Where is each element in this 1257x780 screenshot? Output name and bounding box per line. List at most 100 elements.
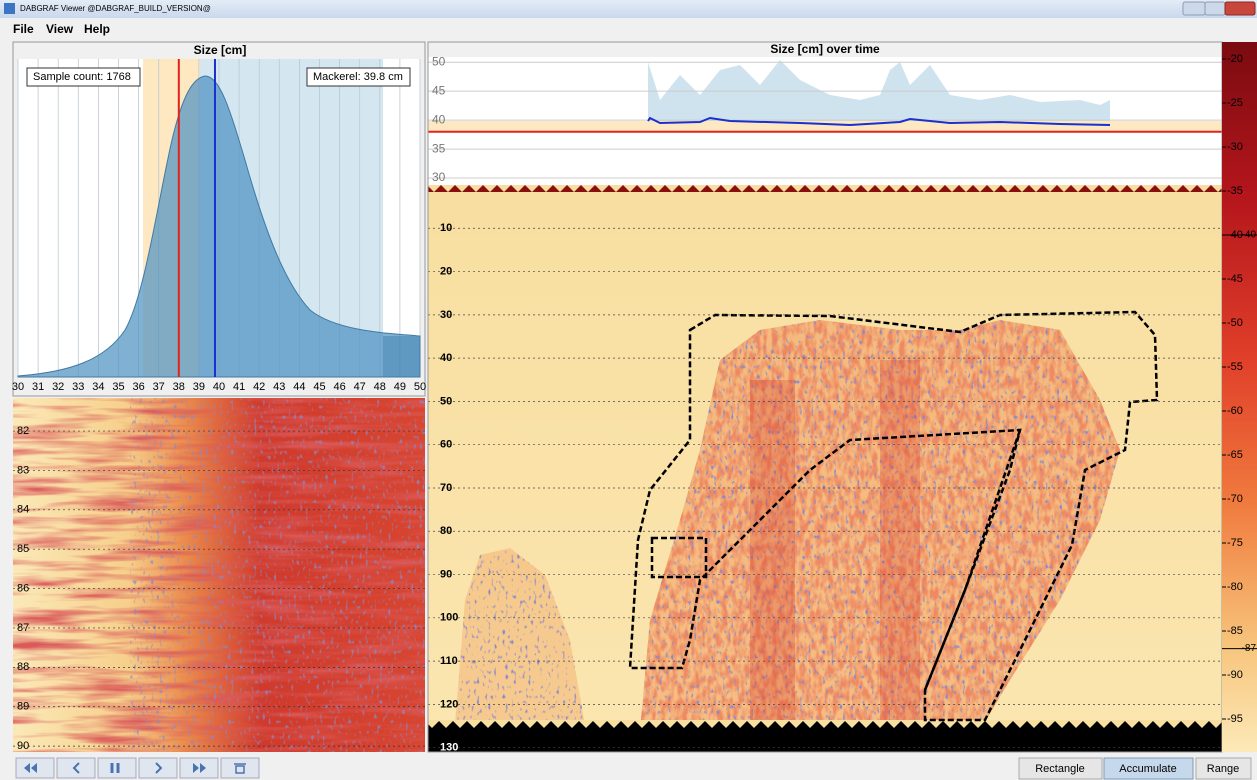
button-label: Rectangle: [1035, 763, 1085, 775]
label-box: [26, 67, 141, 87]
button[interactable]: [1195, 757, 1252, 780]
y-tick-label: 30: [440, 309, 452, 321]
x-tick-label: 31: [32, 381, 44, 393]
x-tick-label: 38: [173, 381, 185, 393]
y-tick-label: 30: [432, 170, 446, 184]
menu-item[interactable]: Help: [84, 22, 110, 36]
icon: [193, 763, 206, 773]
y-tick-label: 35: [432, 141, 446, 155]
x-tick-label: 41: [233, 381, 245, 393]
colorbar-label: -20: [1227, 53, 1243, 65]
y-tick-label: 110: [440, 655, 458, 667]
color-bar: [1222, 42, 1257, 752]
selection-region[interactable]: [923, 429, 1022, 691]
selection-region[interactable]: [628, 310, 1159, 722]
fish-school: [455, 548, 585, 725]
threshold-label: -40: [1242, 230, 1257, 241]
menu-item[interactable]: View: [46, 22, 74, 36]
colorbar-label: -45: [1227, 273, 1243, 285]
y-tick-label: 90: [17, 740, 29, 752]
x-tick-label: 45: [313, 381, 325, 393]
window-title: DABGRAF Viewer @DABGRAF_BUILD_VERSION@: [20, 4, 211, 13]
colorbar-label: -75: [1227, 537, 1243, 549]
y-tick-label: 70: [440, 482, 452, 494]
button-label: Range: [1207, 763, 1239, 775]
x-tick-label: 33: [72, 381, 84, 393]
y-tick-label: 84: [17, 504, 29, 516]
x-tick-label: 46: [333, 381, 345, 393]
y-tick-label: 87: [17, 622, 29, 634]
x-tick-label: 44: [293, 381, 305, 393]
y-tick-label: 90: [440, 568, 452, 580]
label-box: [306, 67, 411, 87]
x-tick-label: 43: [273, 381, 285, 393]
next-button[interactable]: [138, 757, 178, 779]
y-tick-label: 80: [440, 525, 452, 537]
y-tick-label: 85: [17, 543, 29, 555]
echo-texture: [130, 398, 425, 752]
y-tick-label: 60: [440, 439, 452, 451]
minimize-button[interactable]: [1182, 1, 1206, 16]
button[interactable]: [1018, 757, 1103, 780]
x-tick-label: 39: [193, 381, 205, 393]
y-tick-label: 89: [17, 701, 29, 713]
x-tick-label: 42: [253, 381, 265, 393]
playback-controls: [15, 757, 260, 779]
species-size: Mackerel: 39.8 cm: [313, 71, 403, 83]
app-icon: [4, 3, 15, 14]
x-tick-label: 35: [112, 381, 124, 393]
panel-title: Size [cm] over time: [770, 42, 880, 56]
y-tick-label: 86: [17, 582, 29, 594]
seabed-edge: [428, 720, 1222, 728]
panel-title: Size [cm]: [194, 43, 247, 57]
menu-item[interactable]: File: [13, 22, 34, 36]
x-tick-label: 49: [394, 381, 406, 393]
size-distribution: [17, 75, 421, 378]
range-band: [383, 336, 420, 377]
colorbar-label: -30: [1227, 141, 1243, 153]
icon: [110, 763, 120, 773]
dense-band: [750, 380, 795, 730]
fish-school: [640, 320, 1120, 730]
icon: [155, 762, 163, 774]
range-band: [428, 121, 1222, 132]
colorbar-label: -35: [1227, 185, 1243, 197]
y-tick-label: 130: [440, 742, 458, 754]
y-tick-label: 45: [432, 83, 446, 97]
colorbar-label: -25: [1227, 97, 1243, 109]
colorbar-label: -80: [1227, 581, 1243, 593]
y-tick-label: 20: [440, 265, 452, 277]
close-button[interactable]: [1224, 1, 1256, 16]
selection-rectangle[interactable]: [650, 536, 708, 579]
y-tick-label: 120: [440, 698, 458, 710]
delete-button[interactable]: [220, 757, 260, 779]
y-tick-label: 40: [432, 112, 446, 126]
surface-band: [428, 185, 1222, 193]
colorbar-label: -55: [1227, 361, 1243, 373]
button-pressed[interactable]: [1103, 757, 1194, 780]
icon: [72, 762, 80, 774]
colorbar-label: -70: [1227, 493, 1243, 505]
x-tick-label: 48: [374, 381, 386, 393]
y-tick-label: 40: [440, 352, 452, 364]
title-bar: [0, 0, 1257, 18]
maximize-button[interactable]: [1204, 1, 1226, 16]
x-tick-label: 50: [414, 381, 426, 393]
colorbar-label: -65: [1227, 449, 1243, 461]
x-tick-label: 37: [153, 381, 165, 393]
menu-bar: [0, 18, 1257, 40]
threshold-label: -87: [1242, 643, 1257, 654]
size-spread: [648, 60, 1110, 121]
icon: [234, 763, 246, 774]
sample-count: Sample count: 1768: [33, 71, 131, 83]
x-tick-label: 40: [213, 381, 225, 393]
dense-band: [880, 360, 920, 730]
y-tick-label: 100: [440, 612, 458, 624]
colorbar-label: -95: [1227, 713, 1243, 725]
x-tick-label: 47: [354, 381, 366, 393]
button-label: Accumulate: [1119, 763, 1176, 775]
x-tick-label: 32: [52, 381, 64, 393]
previous-button[interactable]: [56, 757, 96, 779]
